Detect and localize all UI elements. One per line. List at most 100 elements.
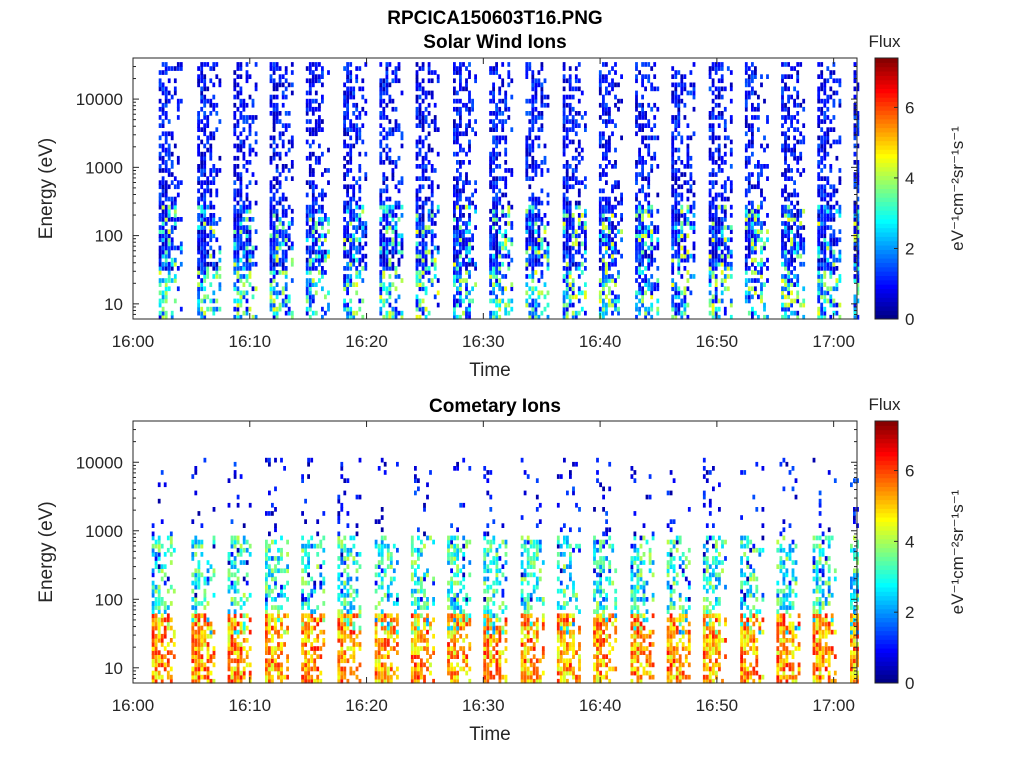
heatmap-cell [245,233,249,239]
heatmap-cell [358,245,362,251]
heatmap-cell [233,188,237,194]
heatmap-cell [790,310,793,316]
heatmap-cell [346,143,349,149]
heatmap-cell [744,94,748,100]
heatmap-cell [781,94,784,100]
heatmap-cell [239,217,243,222]
heatmap-cell [311,257,315,263]
heatmap-cell [158,290,162,296]
heatmap-cell [489,111,492,116]
colorbar-segment [875,223,898,229]
heatmap-cell [757,217,760,222]
heatmap-cell [784,172,787,177]
heatmap-cell [308,168,312,173]
heatmap-cell [215,237,219,243]
heatmap-cell [492,270,495,275]
heatmap-cell [242,261,246,267]
heatmap-cell [321,66,324,71]
heatmap-cell [504,168,508,173]
heatmap-cell [349,217,353,222]
heatmap-cell [269,225,273,230]
heatmap-cell [167,278,171,283]
heatmap-cell [832,237,836,243]
heatmap-cell [151,605,155,610]
heatmap-cell [647,119,651,124]
heatmap-cell [236,208,240,214]
heatmap-cell [308,151,312,157]
heatmap-cell [164,90,168,96]
heatmap-cell [436,74,440,79]
heatmap-cell [747,213,751,218]
heatmap-cell [218,217,222,222]
heatmap-cell [534,261,538,267]
heatmap-cell [157,498,161,504]
heatmap-cell [671,253,675,259]
heatmap-cell [427,225,431,230]
heatmap-cell [620,217,623,222]
heatmap-cell [784,86,787,92]
heatmap-cell [456,131,459,137]
heatmap-cell [751,310,754,316]
heatmap-cell [245,184,249,190]
heatmap-cell [754,290,757,296]
heatmap-cell [495,270,498,275]
heatmap-cell [534,82,538,88]
heatmap-cell [608,302,611,308]
heatmap-cell [355,270,359,275]
heatmap-cell [212,62,216,67]
heatmap-cell [415,74,419,79]
heatmap-cell [568,286,572,292]
heatmap-cell [456,278,459,283]
heatmap-cell [418,282,422,287]
heatmap-cell [754,266,757,271]
heatmap-cell [465,106,468,112]
heatmap-cell [251,217,255,222]
heatmap-cell [321,74,324,79]
heatmap-cell [674,282,678,287]
heatmap-cell [492,98,495,104]
heatmap-cell [355,180,359,185]
heatmap-cell [209,229,213,234]
heatmap-cell [415,249,419,255]
heatmap-cell [361,229,365,234]
heatmap-cell [528,204,532,210]
heatmap-cell [203,270,207,275]
heatmap-cell [747,123,751,128]
heatmap-cell [167,245,171,251]
heatmap-cell [278,155,282,161]
heatmap-cell [385,78,389,84]
heatmap-cell [829,233,833,239]
heatmap-cell [349,78,353,84]
heatmap-cell [602,98,605,104]
heatmap-cell [158,314,162,320]
heatmap-cell [391,261,395,267]
heatmap-cell [197,127,200,132]
heatmap-cell [158,143,162,149]
heatmap-cell [692,82,696,88]
heatmap-cell [284,286,288,292]
heatmap-cell [200,282,204,287]
heatmap-cell [823,86,827,92]
heatmap-cell [641,229,644,234]
heatmap-cell [459,131,462,137]
heatmap-cell [528,245,532,251]
heatmap-cell [641,233,644,239]
heatmap-cell [540,111,544,116]
heatmap-cell [318,278,321,283]
heatmap-cell [233,237,237,243]
heatmap-cell [537,241,541,247]
heatmap-cell [638,115,641,120]
heatmap-cell [723,310,727,316]
heatmap-cell [495,127,498,132]
heatmap-cell [537,278,541,283]
heatmap-cell [158,213,162,218]
heatmap-cell [543,155,547,161]
heatmap-cell [534,217,538,222]
heatmap-cell [717,314,721,320]
heatmap-cell [272,82,276,88]
heatmap-cell [164,102,168,108]
heatmap-cell [714,208,718,214]
heatmap-cell [744,213,748,218]
heatmap-cell [203,245,207,251]
heatmap-cell [176,106,180,112]
